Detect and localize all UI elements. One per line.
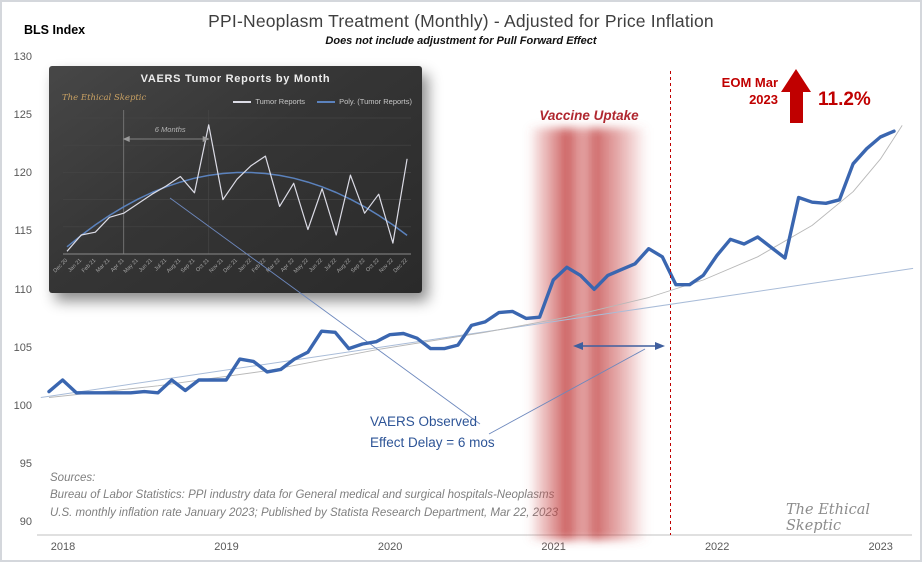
poly-trend-line-swatch-icon [317,101,336,104]
legend-label: Tumor Reports [255,97,306,106]
inset-chart-vaers-tumor-reports: Dec 20 Jan 21 Feb 21 Mar 21 Apr 21 May 21 Jun … [49,66,422,293]
inset-tumor-reports-line [66,124,408,252]
inset-x-tick-label: Feb 22 [251,258,267,274]
y-tick-label: 95 [19,457,32,470]
inset-x-tick-label: Nov 21 [208,258,225,275]
inset-x-tick-label: Dec 22 [393,258,410,275]
delay-arrow-right-head-icon [655,342,665,350]
inset-x-tick-label: Dec 21 [222,258,239,275]
inset-poly-trend-line [66,171,408,248]
legend-label: Poly. (Tumor Reports) [339,97,412,106]
inset-x-tick-label: Jun 21 [138,258,154,274]
vaccine-uptake-label: Vaccine Uptake [539,108,639,123]
inset-x-tick-label: Jun 22 [308,258,324,274]
inset-six-months-label: 6 Months [155,125,186,134]
chart-subtitle: Does not include adjustment for Pull For… [325,35,597,47]
vaers-effect-delay-note: VAERS Observed Effect Delay = 6 mos [370,414,495,450]
inset-x-tick-label: Nov 22 [378,258,395,275]
inset-x-tick-label: Dec 20 [52,258,69,275]
x-tick-label: 2021 [541,541,566,553]
inset-x-tick-label: Sep 22 [350,258,367,275]
tumor-reports-line-swatch-icon [233,101,252,104]
inset-x-tick-label: Mar 21 [95,258,111,274]
delay-arrow-left-head-icon [573,342,583,350]
inset-chart-title: VAERS Tumor Reports by Month [140,73,331,85]
y-tick-label: 100 [13,399,32,412]
x-tick-label: 2022 [704,541,730,553]
inset-x-tick-label: Sep 21 [180,258,197,275]
y-tick-label: 120 [13,167,32,180]
eom-up-arrow-icon [781,69,811,123]
inset-legend: Tumor Reports Poly. (Tumor Reports) [233,97,412,106]
inset-x-tick-label: Aug 21 [166,258,183,275]
inset-x-tick-label: Feb 21 [81,258,97,274]
legend-item-poly-tumor-reports: Poly. (Tumor Reports) [317,97,412,106]
inset-x-tick-label: May 22 [293,258,310,275]
sources-note: Sources: Bureau of Labor Statistics: PPI… [50,472,559,519]
y-tick-label: 105 [13,341,32,354]
eom-mar-2023-label: EOM Mar 2023 [721,75,778,107]
chart-title: PPI-Neoplasm Treatment (Monthly) - Adjus… [208,11,714,31]
leader-line-note-to-arrow [488,348,646,435]
x-tick-label: 2019 [214,541,239,553]
x-tick-label: 2023 [868,541,893,553]
inset-x-tick-label: Aug 22 [336,258,353,275]
x-tick-label: 2018 [50,541,76,553]
y-tick-label: 110 [14,283,32,296]
eom-percent-value: 11.2% [818,89,871,110]
ethical-skeptic-watermark: The Ethical Skeptic [786,502,870,534]
y-tick-label: 130 [13,51,32,63]
x-tick-label: 2020 [377,541,403,553]
y-tick-label: 125 [13,109,32,122]
inset-x-tick-label: Jan 22 [237,258,253,274]
legend-item-tumor-reports: Tumor Reports [233,97,305,106]
y-tick-label: 115 [14,225,32,238]
y-axis-title: BLS Index [24,23,86,37]
y-tick-label: 90 [19,516,32,528]
inset-watermark: The Ethical Skeptic [62,93,147,103]
inset-x-tick-label: Jan 21 [67,258,83,274]
inset-x-tick-label: Mar 22 [265,258,281,274]
inset-x-tick-label: May 21 [123,258,140,275]
